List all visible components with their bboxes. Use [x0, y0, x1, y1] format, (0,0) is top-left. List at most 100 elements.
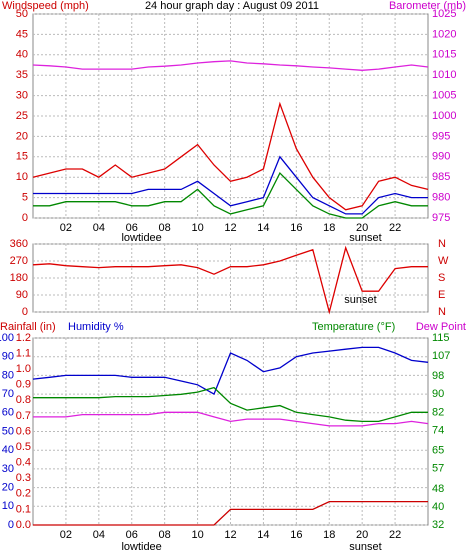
series-line: [32, 60, 429, 71]
y-tick-label: 180: [10, 272, 28, 284]
y2-tick-label: N: [438, 306, 446, 318]
y-tick-label: 60: [2, 407, 14, 419]
annotation: lowtidee: [121, 232, 161, 244]
y2-tick-label: 1005: [432, 90, 456, 102]
x-tick-label: 02: [60, 529, 72, 541]
legend-barometer: Barometer (mb): [389, 0, 466, 12]
annotation: lowtidee: [121, 541, 161, 553]
y2-tick-label: 57: [432, 463, 444, 475]
y2-tick-label: 48: [432, 483, 444, 495]
y3-tick-label: 0.5: [16, 441, 31, 453]
y-tick-label: 10: [16, 171, 28, 183]
y-tick-label: 270: [10, 255, 28, 267]
y-tick-label: 0: [22, 306, 28, 318]
x-tick-label: 12: [224, 529, 236, 541]
y-tick-label: 10: [2, 500, 14, 512]
x-tick-label: 04: [93, 222, 105, 234]
y2-tick-label: 985: [432, 171, 450, 183]
y2-tick-label: 975: [432, 212, 450, 224]
x-tick-label: 02: [60, 222, 72, 234]
y-tick-label: 90: [2, 351, 14, 363]
y2-tick-label: 74: [432, 424, 444, 436]
y3-tick-label: 0.6: [16, 425, 31, 437]
x-tick-label: 08: [159, 529, 171, 541]
y-tick-label: 30: [16, 90, 28, 102]
y3-tick-label: 0.9: [16, 379, 31, 391]
y2-tick-label: 1025: [432, 8, 456, 20]
x-tick-label: 20: [356, 222, 368, 234]
y2-tick-label: 32: [432, 519, 444, 531]
x-tick-label: 10: [191, 222, 203, 234]
chart-title: 24 hour graph day : August 09 2011: [145, 0, 319, 12]
series-line: [32, 245, 428, 315]
y2-tick-label: 82: [432, 406, 444, 418]
y-tick-label: 100: [0, 332, 14, 344]
y2-tick-label: 65: [432, 445, 444, 457]
y2-tick-label: 1010: [432, 69, 456, 81]
y-tick-label: 0: [22, 212, 28, 224]
y2-tick-label: N: [438, 238, 446, 250]
legend-rainfall: Rainfall (in): [0, 321, 56, 333]
y3-tick-label: 1.2: [16, 332, 31, 344]
annotation: sunset: [349, 541, 381, 553]
y3-tick-label: 0.3: [16, 472, 31, 484]
legend-dew-point: Dew Point: [416, 321, 466, 333]
series-line: [32, 101, 429, 211]
x-tick-label: 20: [356, 529, 368, 541]
y-axis-title: Windspeed (mph): [2, 0, 89, 12]
y2-tick-label: 1015: [432, 49, 456, 61]
x-tick-label: 18: [323, 529, 335, 541]
y3-tick-label: 0.8: [16, 394, 31, 406]
series-line: [33, 411, 429, 427]
y-tick-label: 70: [2, 388, 14, 400]
y-tick-label: 25: [16, 110, 28, 122]
y-tick-label: 50: [2, 425, 14, 437]
x-tick-label: 16: [290, 529, 302, 541]
y2-tick-label: 995: [432, 130, 450, 142]
annotation: sunset: [349, 232, 381, 244]
annotation: sunset: [344, 294, 376, 306]
y-tick-label: 80: [2, 369, 14, 381]
x-tick-label: 14: [257, 529, 269, 541]
x-tick-label: 22: [389, 529, 401, 541]
y-tick-label: 0: [8, 519, 14, 531]
y-tick-label: 20: [2, 482, 14, 494]
x-tick-label: 22: [389, 222, 401, 234]
x-tick-label: 08: [159, 222, 171, 234]
y-tick-label: 90: [16, 289, 28, 301]
y-tick-label: 20: [16, 130, 28, 142]
y-tick-label: 360: [10, 238, 28, 250]
y-tick-label: 30: [2, 463, 14, 475]
y-tick-label: 35: [16, 69, 28, 81]
y2-tick-label: 980: [432, 192, 450, 204]
x-tick-label: 16: [290, 222, 302, 234]
y2-tick-label: 98: [432, 370, 444, 382]
series-line: [33, 386, 428, 423]
y2-tick-label: W: [438, 255, 449, 267]
series-line: [32, 346, 429, 396]
series-line: [33, 500, 428, 526]
y2-tick-label: S: [438, 272, 445, 284]
series-line: [33, 155, 428, 215]
y-tick-label: 15: [16, 151, 28, 163]
legend-humidity: Humidity %: [68, 321, 124, 333]
y2-tick-label: 107: [432, 350, 450, 362]
y2-tick-label: E: [438, 289, 445, 301]
y3-tick-label: 0.2: [16, 488, 31, 500]
x-tick-label: 04: [93, 529, 105, 541]
y3-tick-label: 0.4: [16, 457, 31, 469]
y-tick-label: 50: [16, 8, 28, 20]
y-tick-label: 40: [16, 49, 28, 61]
y2-tick-label: 990: [432, 151, 450, 163]
y-tick-label: 40: [2, 444, 14, 456]
y3-tick-label: 0.1: [16, 503, 31, 515]
y2-tick-label: 1020: [432, 28, 456, 40]
y2-tick-label: 90: [432, 388, 444, 400]
y3-tick-label: 1.1: [16, 347, 31, 359]
x-tick-label: 06: [126, 529, 138, 541]
y3-tick-label: 0.7: [16, 410, 31, 422]
x-tick-label: 12: [224, 222, 236, 234]
y2-tick-label: 1000: [432, 110, 456, 122]
legend-temperature: Temperature (°F): [312, 321, 395, 333]
